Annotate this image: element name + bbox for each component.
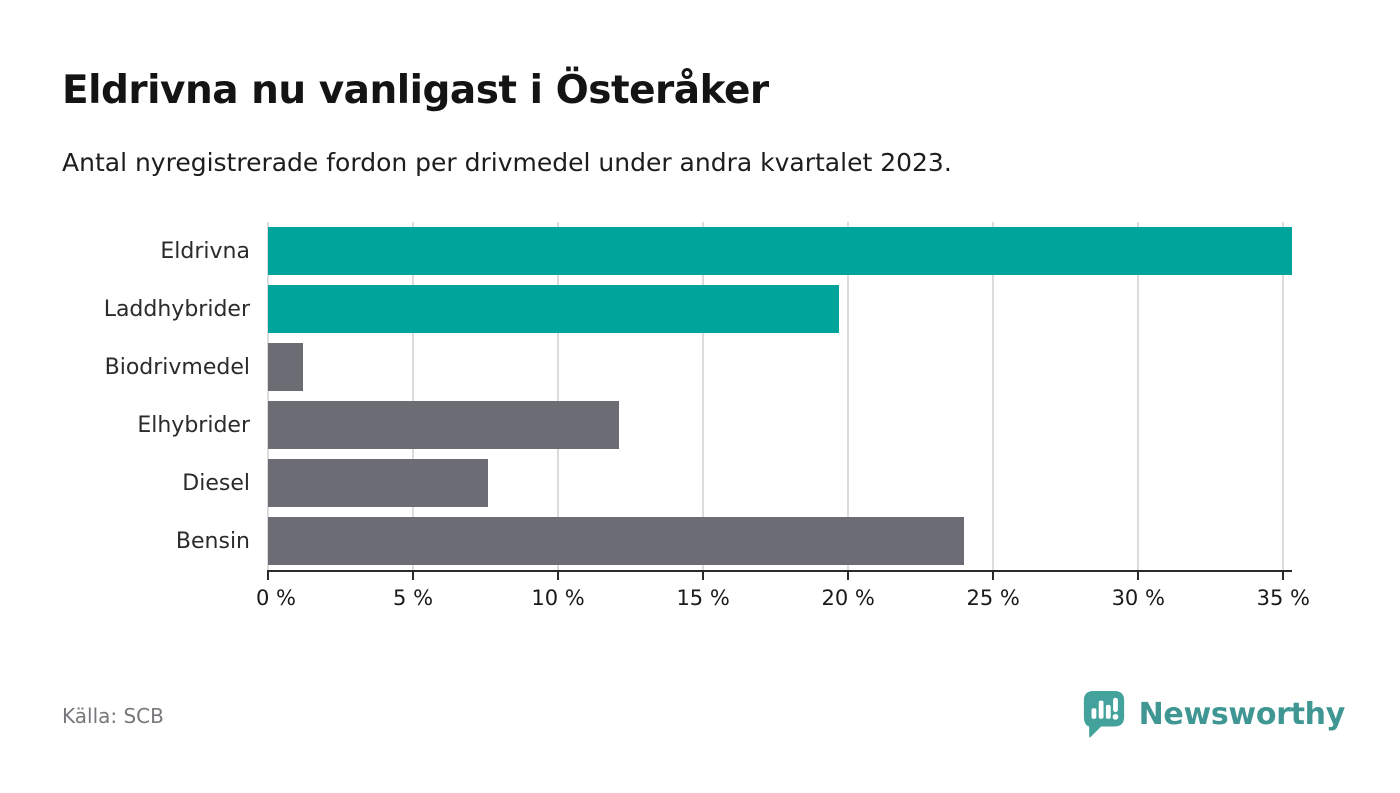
- source-credit: Källa: SCB: [62, 704, 164, 728]
- bar-elhybrider: [268, 401, 619, 449]
- gridline: [557, 222, 560, 570]
- gridline: [992, 222, 995, 570]
- bar-biodrivmedel: [268, 343, 303, 391]
- gridline: [847, 222, 850, 570]
- axis-tick-label: 15 %: [676, 586, 730, 610]
- x-axis: 0 % 5 % 10 % 15 % 20 % 25 % 30 % 35 %: [256, 570, 1310, 620]
- brand-name: Newsworthy: [1138, 696, 1346, 732]
- axis-tick: [557, 570, 560, 580]
- gridline: [1282, 222, 1285, 570]
- bar-eldrivna: [268, 227, 1292, 275]
- axis-tick-label: 20 %: [821, 586, 875, 610]
- gridline: [267, 222, 269, 570]
- plot-area: [267, 222, 1292, 570]
- axis-tick: [847, 570, 850, 580]
- category-label-diesel: Diesel: [182, 470, 250, 496]
- newsworthy-logo-icon: [1081, 688, 1127, 740]
- axis-tick-label: 0 %: [256, 586, 296, 610]
- axis-tick: [1137, 570, 1140, 580]
- category-label-biodrivmedel: Biodrivmedel: [104, 354, 250, 380]
- page-title: Eldrivna nu vanligast i Österåker: [62, 68, 769, 113]
- axis-tick-label: 25 %: [966, 586, 1020, 610]
- axis-tick: [992, 570, 995, 580]
- axis-tick-label: 5 %: [393, 586, 434, 610]
- axis-tick: [267, 570, 269, 580]
- axis-tick-label: 35 %: [1256, 586, 1310, 610]
- axis-tick-label: 10 %: [531, 586, 585, 610]
- axis-tick: [702, 570, 705, 580]
- bar-diesel: [268, 459, 489, 507]
- bar-laddhybrider: [268, 285, 840, 333]
- category-label-eldrivna: Eldrivna: [160, 238, 250, 264]
- gridline: [1137, 222, 1140, 570]
- axis-tick: [412, 570, 415, 580]
- gridline: [412, 222, 415, 570]
- axis-tick-label: 30 %: [1111, 586, 1165, 610]
- category-label-bensin: Bensin: [175, 528, 250, 554]
- category-label-elhybrider: Elhybrider: [137, 412, 250, 438]
- category-label-laddhybrider: Laddhybrider: [103, 296, 250, 322]
- page-subtitle: Antal nyregistrerade fordon per drivmede…: [62, 148, 952, 177]
- category-labels: Eldrivna Laddhybrider Biodrivmedel Elhybrid…: [0, 222, 250, 570]
- axis-tick: [1282, 570, 1285, 580]
- brand-lockup: Newsworthy: [1081, 688, 1345, 740]
- bar-bensin: [268, 517, 965, 565]
- speech-bubble-shape: [1083, 691, 1124, 738]
- gridline: [702, 222, 705, 570]
- x-axis-line: [268, 570, 1292, 572]
